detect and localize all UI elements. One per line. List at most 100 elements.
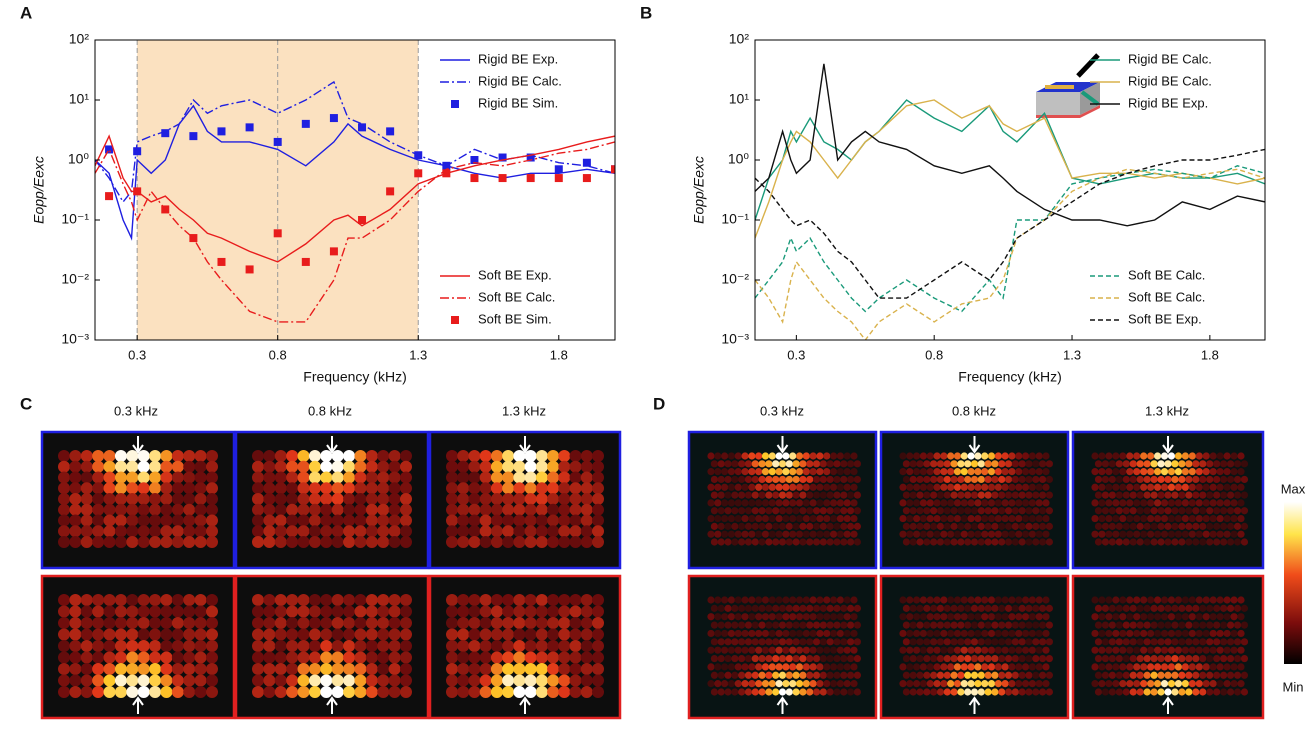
- heatmap-dot: [1042, 452, 1050, 460]
- heatmap-dot: [1199, 522, 1207, 530]
- heatmap-dot: [502, 651, 515, 664]
- heatmap-dot: [80, 651, 93, 664]
- heatmap-dot: [765, 522, 773, 530]
- heatmap-dot: [206, 536, 218, 548]
- heatmap-dot: [308, 493, 321, 505]
- heatmap-dot: [1213, 671, 1221, 679]
- heatmap-dot: [755, 468, 763, 476]
- heatmap-dot: [714, 596, 722, 604]
- heatmap-dot: [263, 628, 276, 641]
- heatmap-dot: [775, 483, 783, 491]
- heatmap-dot: [846, 522, 855, 530]
- heatmap-dot: [1202, 680, 1210, 688]
- heatmap-dot: [1015, 663, 1023, 671]
- heatmap-dot: [772, 538, 780, 546]
- heatmap-dot: [1150, 654, 1158, 663]
- heatmap-dot: [400, 605, 412, 618]
- heatmap-dot: [778, 460, 787, 468]
- heatmap-dot: [829, 680, 838, 688]
- heatmap-dot: [953, 499, 962, 507]
- heatmap-dot: [274, 471, 287, 484]
- heatmap-dot: [846, 688, 855, 696]
- heatmap-dot: [252, 450, 264, 462]
- heatmap-dot: [446, 471, 458, 484]
- marker: [414, 169, 423, 178]
- heatmap-dot: [1164, 507, 1172, 515]
- heatmap-dot: [1112, 613, 1120, 621]
- heatmap-dot: [775, 499, 783, 507]
- heatmap-dot: [592, 651, 604, 664]
- heatmap-dot: [734, 452, 742, 460]
- heatmap-dot: [1140, 680, 1148, 688]
- heatmap-dot: [1230, 613, 1238, 621]
- heatmap-dot: [126, 460, 139, 473]
- x-tick-label: 1.3: [409, 347, 427, 362]
- heatmap-dot: [1035, 452, 1043, 460]
- heatmap-dot: [320, 514, 333, 527]
- heatmap-dot: [913, 483, 921, 491]
- heatmap-dot: [354, 640, 367, 652]
- heatmap-dot: [919, 452, 928, 460]
- heatmap-dot: [1025, 621, 1033, 629]
- heatmap-dot: [902, 460, 911, 468]
- heatmap-dot: [1021, 663, 1030, 671]
- heatmap-dot: [1226, 522, 1235, 530]
- heatmap-dot: [160, 450, 173, 462]
- heatmap-dot: [58, 594, 70, 606]
- heatmap-dot: [930, 475, 938, 484]
- heatmap-dot: [1171, 638, 1179, 646]
- heatmap-dot: [710, 621, 719, 629]
- heatmap-dot: [592, 628, 604, 641]
- heatmap-dot: [308, 450, 321, 462]
- heatmap-dot: [761, 468, 770, 476]
- heatmap-dot: [1094, 604, 1103, 612]
- series-line: [95, 141, 615, 323]
- heatmap-dot: [1015, 514, 1023, 523]
- heatmap-dot: [457, 594, 470, 606]
- heatmap-dot: [906, 613, 914, 621]
- heatmap-dot: [768, 452, 776, 460]
- heatmap-dot: [103, 594, 116, 606]
- heatmap-dot: [502, 663, 515, 675]
- legend-label: Soft BE Exp.: [478, 267, 552, 282]
- heatmap-dot: [1129, 491, 1137, 499]
- heatmap-dot: [354, 536, 367, 548]
- heatmap-dot: [775, 663, 783, 671]
- heatmap-dot: [806, 688, 814, 696]
- heatmap-dot: [558, 514, 571, 527]
- heatmap-dot: [1164, 460, 1172, 468]
- marker: [554, 174, 563, 183]
- heatmap-dot: [183, 525, 196, 538]
- heatmap-dot: [80, 503, 93, 516]
- heatmap-dot: [126, 617, 139, 629]
- heatmap-dot: [950, 688, 958, 696]
- heatmap-dot: [1192, 491, 1200, 499]
- heatmap-dot: [354, 460, 367, 473]
- heatmap-dot: [1129, 671, 1137, 679]
- heatmap-dot: [400, 460, 412, 473]
- heatmap-dot: [1185, 538, 1193, 546]
- marker: [217, 257, 226, 266]
- heatmap-dot: [778, 671, 787, 679]
- heatmap-dot: [1004, 475, 1013, 484]
- heatmap-dot: [734, 663, 742, 671]
- heatmap-dot: [80, 663, 93, 675]
- heatmap-dot: [744, 507, 753, 515]
- heatmap-dot: [1126, 514, 1134, 523]
- heatmap-dot: [977, 475, 985, 484]
- heatmap-dot: [194, 674, 207, 687]
- heatmap-dot: [1004, 507, 1013, 515]
- heatmap-dot: [490, 471, 503, 484]
- heatmap-dot: [263, 514, 276, 527]
- marker: [273, 229, 282, 238]
- heatmap-dot: [816, 452, 824, 460]
- heatmap-dot: [1143, 621, 1151, 629]
- heatmap-dot: [1167, 680, 1176, 688]
- heatmap-dot: [457, 514, 470, 527]
- heatmap-dot: [1101, 621, 1110, 629]
- heatmap-dot: [137, 605, 150, 618]
- heatmap-dot: [1001, 663, 1009, 671]
- heatmap-dot: [194, 450, 207, 462]
- heatmap-dot: [758, 491, 766, 499]
- heatmap-dot: [964, 475, 972, 484]
